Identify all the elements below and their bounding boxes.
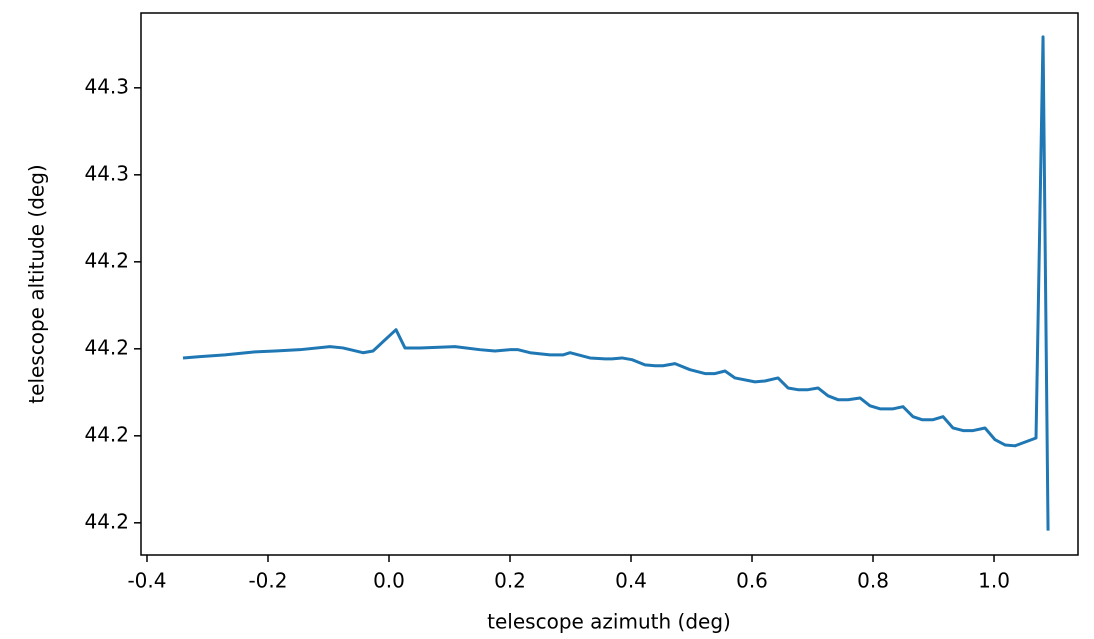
y-tick-label: 44.3 xyxy=(84,74,129,98)
x-tick-label: 0.4 xyxy=(615,569,647,593)
y-tick-label: 44.2 xyxy=(84,422,129,446)
y-tick-label: 44.3 xyxy=(84,161,129,185)
x-tick-label: -0.4 xyxy=(127,569,166,593)
x-tick-label: -0.2 xyxy=(248,569,287,593)
y-axis-label: telescope altitude (deg) xyxy=(25,164,49,403)
x-tick-label: 0.8 xyxy=(857,569,889,593)
x-tick-label: 0.6 xyxy=(736,569,768,593)
y-tick-label: 44.2 xyxy=(84,248,129,272)
y-tick-label: 44.2 xyxy=(84,335,129,359)
x-tick-label: 0.2 xyxy=(494,569,526,593)
plot-frame xyxy=(140,12,1079,556)
x-axis-label: telescope azimuth (deg) xyxy=(487,610,731,634)
x-tick-label: 0.0 xyxy=(373,569,405,593)
data-line xyxy=(182,35,1050,531)
y-tick-label: 44.2 xyxy=(84,509,129,533)
x-tick-label: 1.0 xyxy=(978,569,1010,593)
